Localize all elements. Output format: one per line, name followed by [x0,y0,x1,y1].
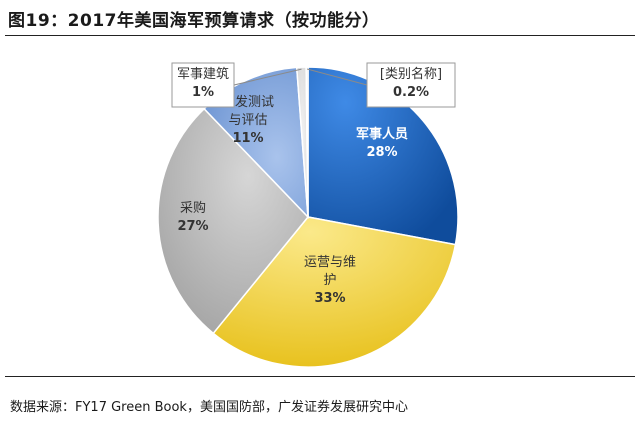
slice-label-4: 研发测试 [222,94,274,110]
slice-label-1: 军事人员 [356,126,408,142]
chart-title: 图19：2017年美国海军预算请求（按功能分） [8,11,380,31]
callout-box-5 [171,62,235,108]
slice-value-4: 11% [232,131,263,146]
slice-label-group-6: [类别名称] 0.2% [366,62,456,108]
slice-label-2: 运营与维 [304,255,356,270]
slice-value-2: 33% [314,291,345,306]
leader-line-6 [306,68,368,86]
pie-slice-2 [212,216,457,368]
source-note: 数据来源：FY17 Green Book，美国国防部，广发证券发展研究中心 [10,400,408,415]
pie-chart: 军事人员 28% 运营与维护 33% 采购 27% 研发测试与评估 11% 军事建筑 1% [类别名… [0,40,640,370]
callout-box-6 [366,62,456,108]
slice-label-6: [类别名称] [380,66,442,82]
pie-slice-6 [305,66,309,218]
slice-value-6: 0.2% [393,85,429,100]
slice-label-group-5: 军事建筑 1% [171,62,235,108]
slice-label-2: 护 [323,273,336,288]
slice-value-3: 27% [177,219,208,234]
slice-label-group-1: 军事人员 28% [356,126,408,160]
slice-label-3: 采购 [180,200,206,216]
slice-label-5: 军事建筑 [177,66,229,82]
slice-value-5: 1% [192,85,214,100]
source-divider [5,376,635,377]
slice-label-4: 与评估 [228,113,267,128]
pie-slice-1 [307,66,459,246]
title-divider [5,35,635,36]
leader-line-5 [233,68,302,86]
slice-label-group-3: 采购 27% [177,200,208,234]
slice-value-1: 28% [366,145,397,160]
pie-slice-3 [157,107,310,335]
